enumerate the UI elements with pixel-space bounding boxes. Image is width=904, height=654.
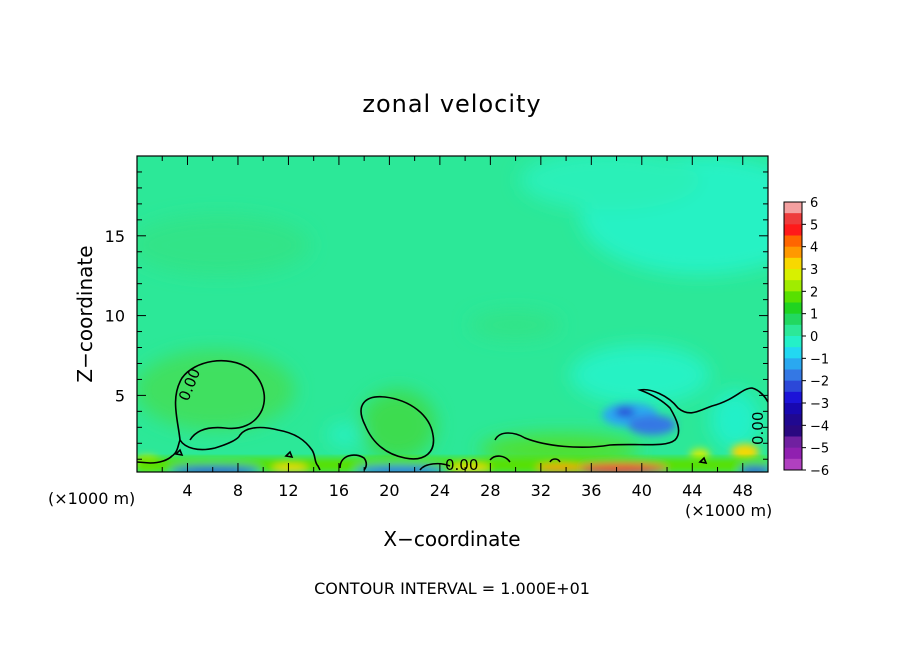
y-axis: 5 10 15 bbox=[105, 171, 768, 460]
field-negative-blue-core bbox=[615, 407, 635, 417]
colorbar-swatch bbox=[784, 414, 802, 426]
field-region-center-blob bbox=[360, 390, 436, 460]
colorbar-swatch bbox=[784, 246, 802, 259]
contour-label-right: 0.00 bbox=[749, 412, 767, 445]
x-tick-label: 20 bbox=[379, 481, 399, 500]
x-tick-label: 12 bbox=[278, 481, 298, 500]
plot-frame bbox=[136, 155, 769, 473]
contour-label-bottom: 0.00 bbox=[445, 456, 478, 474]
colorbar-swatch bbox=[784, 269, 802, 281]
chart-title: zonal velocity bbox=[362, 90, 541, 118]
x-tick-label: 24 bbox=[430, 481, 450, 500]
field-negative-blue-2 bbox=[628, 415, 676, 435]
colorbar-label: 2 bbox=[810, 285, 818, 300]
colorbar-swatch bbox=[784, 358, 802, 370]
y-tick-label: 5 bbox=[115, 386, 125, 405]
field-region-mid-center bbox=[470, 311, 560, 339]
colorbar-swatch bbox=[784, 403, 802, 415]
field-region-center-cyan bbox=[327, 423, 363, 447]
colorbar-swatch bbox=[784, 280, 802, 292]
colorbar-label: −5 bbox=[810, 442, 829, 457]
colorbar-label: 0 bbox=[810, 330, 818, 345]
x-tick-label: 16 bbox=[329, 481, 349, 500]
surface-positive-red bbox=[572, 463, 668, 472]
x-tick-label: 36 bbox=[581, 481, 601, 500]
colorbar-label: 4 bbox=[810, 241, 818, 256]
field-region-upper-left bbox=[137, 215, 310, 275]
contour-interval-note: CONTOUR INTERVAL = 1.000E+01 bbox=[314, 579, 590, 598]
surface-negative-left bbox=[170, 466, 260, 472]
field-region-mid-right bbox=[570, 345, 710, 405]
x-tick-label: 48 bbox=[733, 481, 753, 500]
contour-left-lobe bbox=[174, 360, 266, 441]
colorbar-swatch bbox=[784, 458, 802, 471]
colorbar-swatch bbox=[784, 391, 802, 404]
y-tick-label: 15 bbox=[105, 227, 125, 246]
y-axis-label: Z−coordinate bbox=[73, 245, 97, 382]
x-tick-label: 32 bbox=[531, 481, 551, 500]
colorbar-label: 3 bbox=[810, 263, 818, 278]
colorbar-swatch bbox=[784, 336, 802, 348]
colorbar-swatch bbox=[784, 369, 802, 382]
colorbar-label: −4 bbox=[810, 419, 829, 434]
field-region-upper-right-2 bbox=[520, 156, 700, 210]
zero-contours bbox=[137, 360, 768, 471]
x-tick-label: 44 bbox=[682, 481, 702, 500]
colorbar-label: 6 bbox=[810, 196, 818, 211]
surface-negative-right bbox=[739, 466, 768, 472]
colorbar-swatch bbox=[784, 347, 802, 359]
colorbar-label: 1 bbox=[810, 308, 818, 323]
colorbar-swatch bbox=[784, 213, 802, 225]
x-axis-label: X−coordinate bbox=[383, 527, 520, 551]
y-tick-label: 10 bbox=[105, 307, 125, 326]
colorbar-label: −3 bbox=[810, 397, 829, 412]
contour-left bbox=[137, 426, 321, 471]
field-region-left bbox=[137, 350, 295, 430]
surface-negative-center bbox=[355, 466, 445, 472]
plot-area bbox=[137, 156, 768, 472]
colorbar-swatch bbox=[784, 436, 802, 449]
colorbar-swatch bbox=[784, 313, 802, 326]
contour-small-loops bbox=[174, 448, 708, 465]
x-unit-right: (×1000 m) bbox=[685, 501, 772, 520]
x-tick-label: 40 bbox=[632, 481, 652, 500]
colorbar-swatch bbox=[784, 235, 802, 248]
contour-center-blob bbox=[360, 396, 435, 460]
surface-positive-yellow-left bbox=[272, 464, 308, 472]
surface-positive-yellow-mid bbox=[450, 464, 490, 472]
x-tick-label: 4 bbox=[182, 481, 192, 500]
x-tick-label: 28 bbox=[480, 481, 500, 500]
field-region-cyan-right bbox=[710, 390, 760, 450]
colorbar-swatch bbox=[784, 202, 802, 214]
x-axis: 4 8 12 16 20 24 28 32 36 40 44 48 bbox=[161, 156, 753, 500]
colorbar-swatch bbox=[784, 291, 802, 303]
colorbar: 6 5 4 3 2 1 0 −1 −2 −3 −4 −5 −6 bbox=[783, 196, 829, 479]
contour-bottom-pieces bbox=[339, 454, 511, 471]
colorbar-swatch bbox=[784, 257, 802, 270]
colorbar-swatch bbox=[784, 324, 802, 337]
colorbar-swatch bbox=[784, 224, 802, 236]
colorbar-label: −2 bbox=[810, 375, 829, 390]
x-unit-left: (×1000 m) bbox=[48, 489, 135, 508]
colorbar-label: 5 bbox=[810, 218, 818, 233]
colorbar-label: −6 bbox=[810, 464, 829, 479]
x-tick-label: 8 bbox=[233, 481, 243, 500]
colorbar-swatch bbox=[784, 447, 802, 460]
colorbar-swatch bbox=[784, 302, 802, 315]
colorbar-label: −1 bbox=[810, 352, 829, 367]
colorbar-swatch bbox=[784, 380, 802, 393]
contour-right bbox=[494, 387, 768, 449]
colorbar-swatch bbox=[784, 425, 802, 437]
field-positive-yellow-right bbox=[731, 444, 759, 460]
surface-positive-orange bbox=[536, 464, 584, 472]
